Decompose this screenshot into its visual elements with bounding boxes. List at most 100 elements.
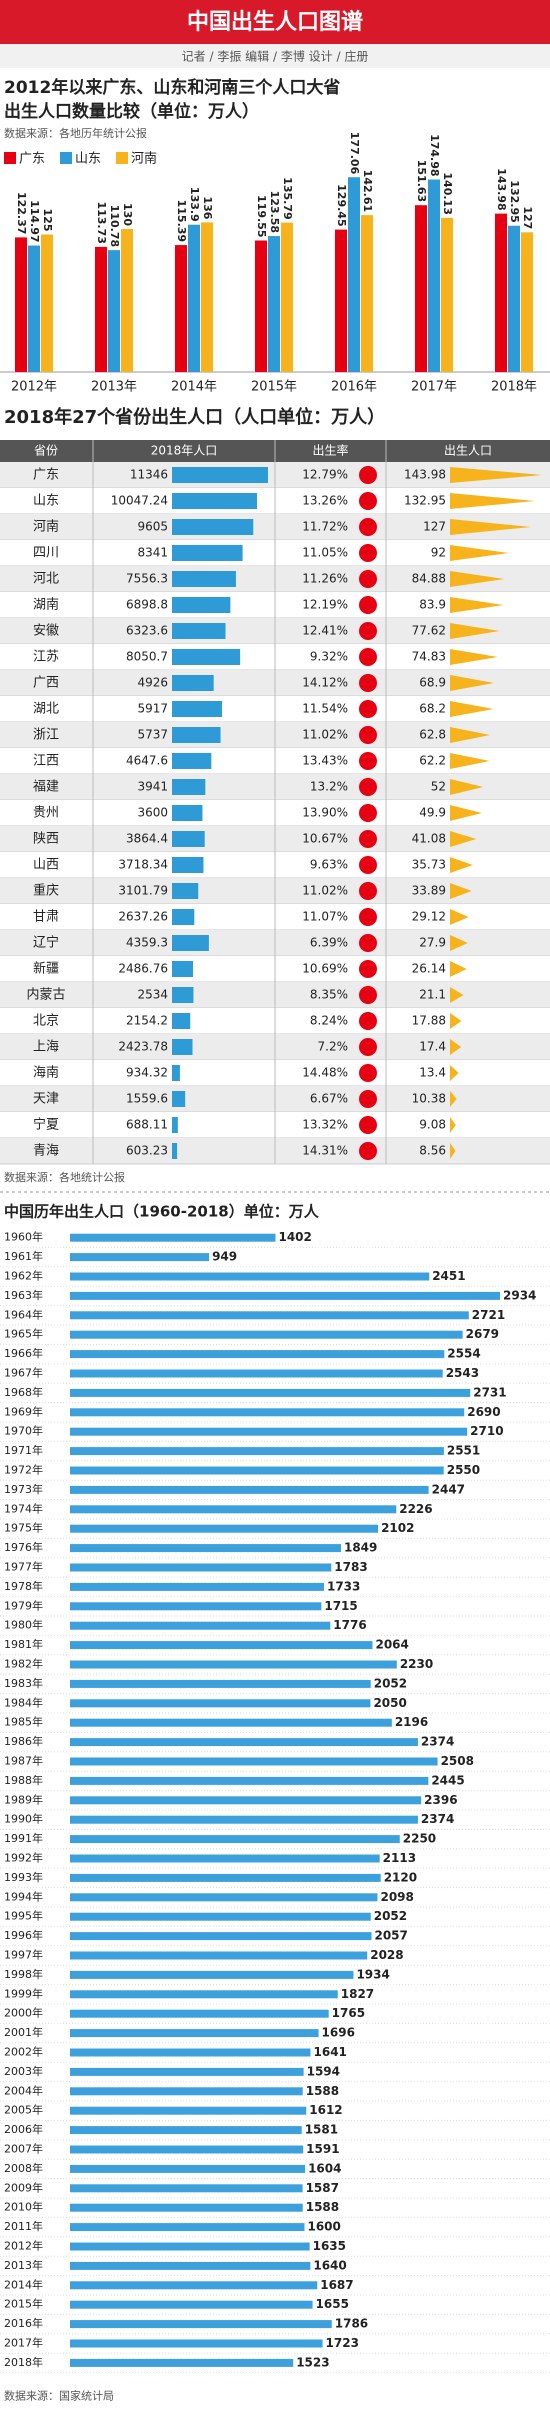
value-label: 1612 [309,2103,342,2117]
value-label: 127 [521,206,534,229]
bar [70,1893,378,1902]
bar [70,1485,429,1494]
value-label: 1783 [334,1560,367,1574]
y-tick-label: 2007年 [4,2142,43,2156]
bar [348,177,360,372]
y-tick-label: 1998年 [4,1967,43,1981]
birth-value: 68.9 [419,676,446,690]
birth-rate-value: 11.72% [302,520,348,534]
birth-rate-dot [359,622,377,640]
value-label: 1604 [308,2161,341,2175]
province: 广西 [33,676,59,691]
population-value: 4926 [137,676,168,690]
y-tick-label: 2004年 [4,2083,43,2097]
y-tick-label: 1968年 [4,1385,43,1399]
birth-triangle [450,545,509,561]
population-bar [172,805,203,821]
birth-value: 26.14 [412,962,446,976]
y-tick-label: 1994年 [4,1889,43,1903]
population-value: 2637.26 [118,910,168,924]
bar [70,1757,438,1766]
population-bar [172,597,231,613]
value-label: 2028 [370,1948,403,1962]
birth-rate-value: 13.90% [302,806,348,820]
birth-triangle [450,753,490,769]
province: 江苏 [33,649,59,665]
value-label: 135.79 [281,177,294,219]
bar [70,1660,397,1669]
birth-rate-value: 13.26% [302,494,348,508]
population-bar [172,571,236,587]
value-label: 1594 [307,2064,340,2078]
value-label: 1402 [278,1230,311,1244]
birth-value: 10.38 [412,1092,446,1106]
birth-rate-dot [359,596,377,614]
value-label: 2731 [473,1385,506,1399]
value-label: 119.55 [255,195,268,237]
province: 辽宁 [33,935,59,951]
birth-rate-dot [359,674,377,692]
y-tick-label: 1983年 [4,1676,43,1690]
birth-triangle [450,1039,462,1055]
y-tick-label: 1988年 [4,1773,43,1787]
value-label: 2396 [424,1793,457,1807]
province: 浙江 [33,728,59,743]
bar [70,1350,445,1359]
population-bar [172,701,223,717]
population-bar [172,779,206,795]
population-bar [172,1117,178,1133]
y-tick-label: 1995年 [4,1909,43,1923]
birth-rate-value: 12.19% [302,598,348,612]
bar [70,2358,294,2367]
province: 贵州 [33,806,59,821]
birth-rate-value: 11.26% [302,572,348,586]
value-label: 2447 [432,1482,465,1496]
x-tick-label: 2012年 [11,380,57,395]
birth-triangle [450,1143,456,1159]
birth-triangle [450,519,532,535]
population-value: 7556.3 [126,572,168,586]
birth-value: 29.12 [412,910,446,924]
bar [70,1970,354,1979]
value-label: 2690 [467,1405,500,1419]
bar [70,2184,303,2193]
population-value: 3101.79 [118,884,168,898]
y-tick-label: 1978年 [4,1579,43,1593]
population-value: 3864.4 [126,832,168,846]
population-value: 4359.3 [126,936,168,950]
y-tick-label: 1981年 [4,1637,43,1651]
y-tick-label: 2016年 [4,2316,43,2330]
birth-triangle [450,805,482,821]
value-label: 125 [41,209,54,232]
value-label: 2057 [374,1929,407,1943]
bar [281,222,293,372]
bar [70,1427,468,1436]
y-tick-label: 1966年 [4,1346,43,1360]
value-label: 2050 [373,1696,406,1710]
bar [70,2126,302,2135]
bar [70,2261,311,2270]
y-tick-label: 1967年 [4,1366,43,1380]
bar [70,1912,371,1921]
province: 北京 [33,1014,59,1029]
y-tick-label: 1982年 [4,1657,43,1671]
value-label: 2445 [431,1773,464,1787]
y-tick-label: 2000年 [4,2006,43,2020]
province: 河北 [33,572,59,587]
x-tick-label: 2014年 [171,380,217,395]
population-value: 6323.6 [126,624,168,638]
province: 山西 [33,858,59,873]
bar [70,1388,471,1397]
birth-rate-dot [359,726,377,744]
y-tick-label: 2014年 [4,2277,43,2291]
population-bar [172,623,226,639]
value-label: 1687 [320,2278,353,2292]
bar [70,1233,276,1242]
bar [415,205,427,372]
population-value: 6898.8 [126,598,168,612]
bar [70,1253,210,1262]
bar [70,2145,304,2154]
value-label: 2550 [447,1463,480,1477]
birth-triangle [450,467,542,483]
y-tick-label: 1965年 [4,1327,43,1341]
